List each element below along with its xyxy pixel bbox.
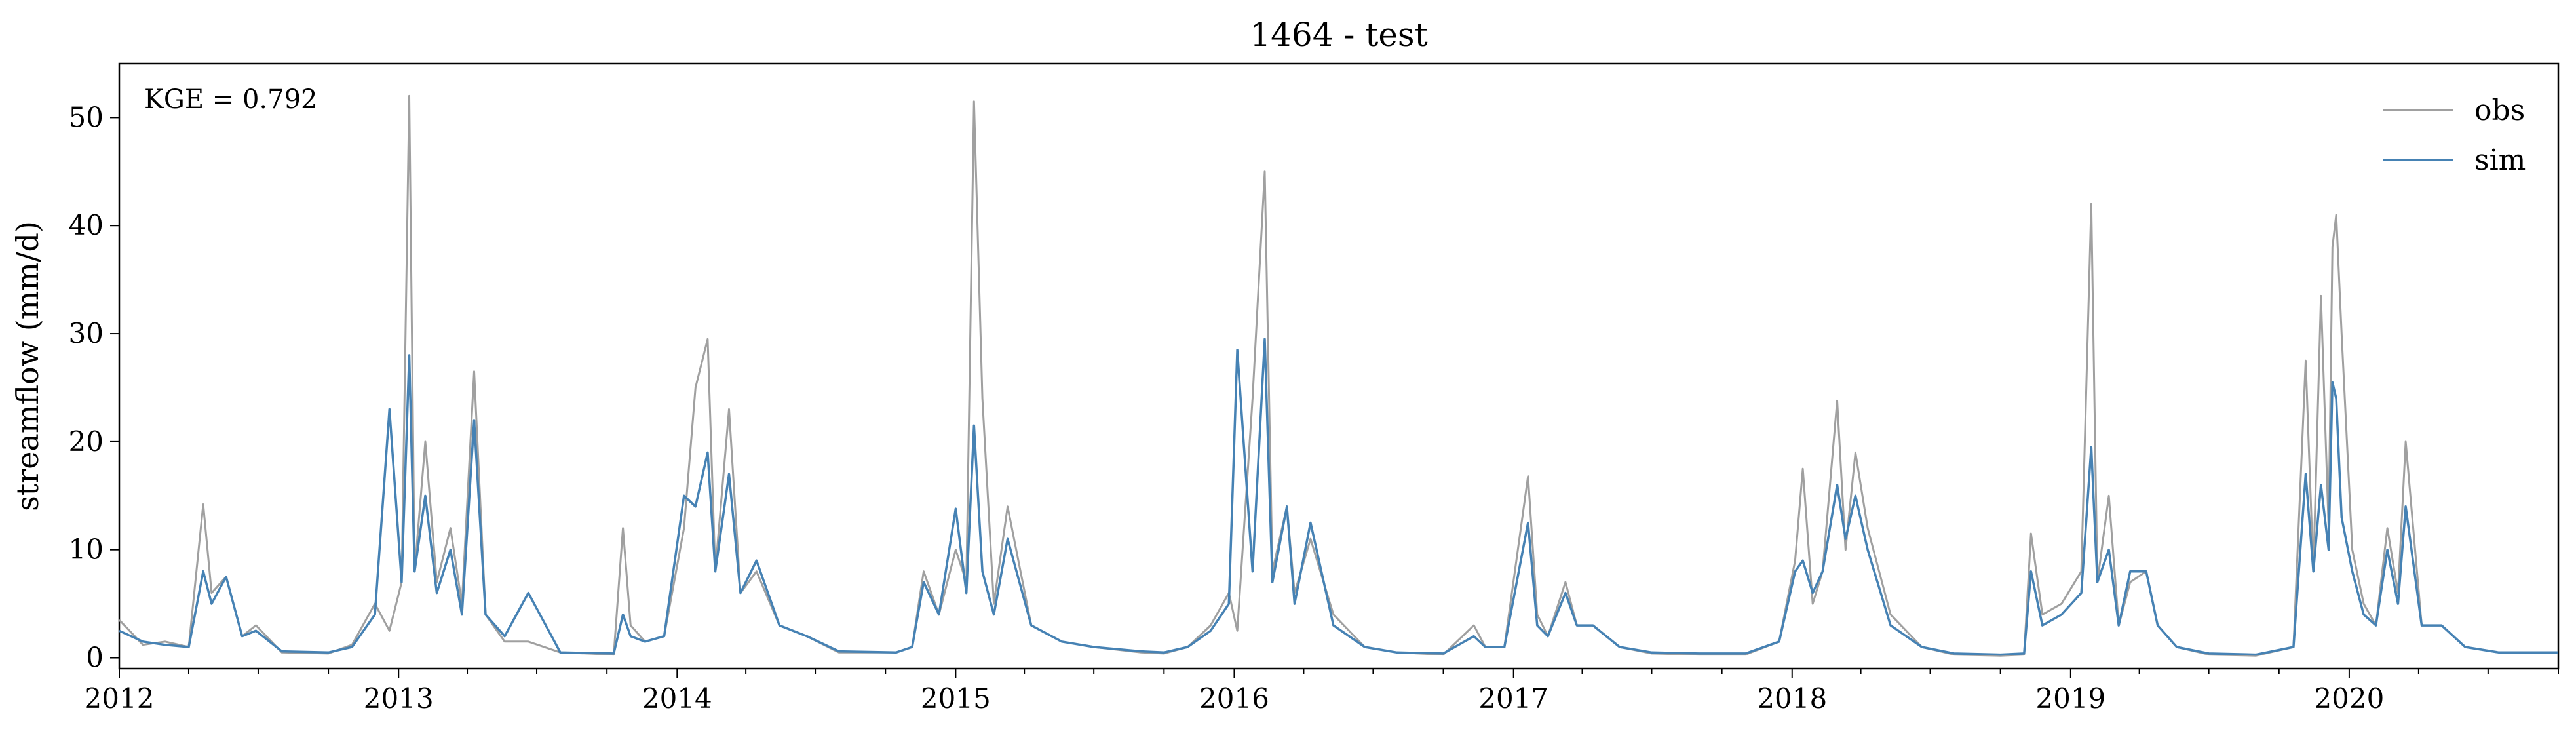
x-tick-label: 2017: [1478, 682, 1548, 714]
y-axis-label: streamflow (mm/d): [10, 221, 45, 511]
kge-annotation: KGE = 0.792: [144, 85, 318, 115]
y-tick-label: 0: [86, 642, 104, 674]
y-tick-label: 30: [69, 317, 104, 349]
x-tick-label: 2012: [85, 682, 155, 714]
y-tick-label: 40: [69, 209, 104, 241]
legend-label-obs: obs: [2474, 94, 2525, 127]
x-tick-label: 2020: [2314, 682, 2384, 714]
y-tick-label: 50: [69, 101, 104, 133]
y-tick-label: 20: [69, 425, 104, 458]
series-line-sim: [119, 338, 2558, 656]
chart-title: 1464 - test: [1250, 16, 1427, 54]
x-tick-label: 2013: [364, 682, 434, 714]
x-tick-label: 2015: [921, 682, 991, 714]
x-axis: 2012 2013 2014 2015 2016 2017 2018 2019 2020: [85, 669, 2559, 714]
legend: obs sim: [2383, 94, 2526, 177]
plot-area: 2012 2013 2014 2015 2016 2017 2018 2019 2020 0 10…: [69, 62, 2560, 714]
legend-label-sim: sim: [2474, 144, 2526, 177]
x-tick-label: 2018: [1757, 682, 1827, 714]
x-tick-label: 2019: [2035, 682, 2105, 714]
series-layer: [118, 94, 2558, 657]
series-line-obs: [118, 94, 2558, 657]
plot-frame: [118, 62, 2560, 670]
x-tick-label: 2014: [642, 682, 712, 714]
y-tick-label: 10: [69, 534, 104, 566]
y-axis: 0 10 20 30 40 50: [69, 101, 119, 674]
x-tick-label: 2016: [1199, 682, 1269, 714]
